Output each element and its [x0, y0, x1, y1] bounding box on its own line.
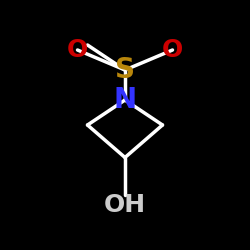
Text: N: N — [114, 86, 136, 114]
Text: O: O — [67, 38, 88, 62]
Text: S: S — [115, 56, 135, 84]
Text: OH: OH — [104, 193, 146, 217]
Text: O: O — [162, 38, 183, 62]
